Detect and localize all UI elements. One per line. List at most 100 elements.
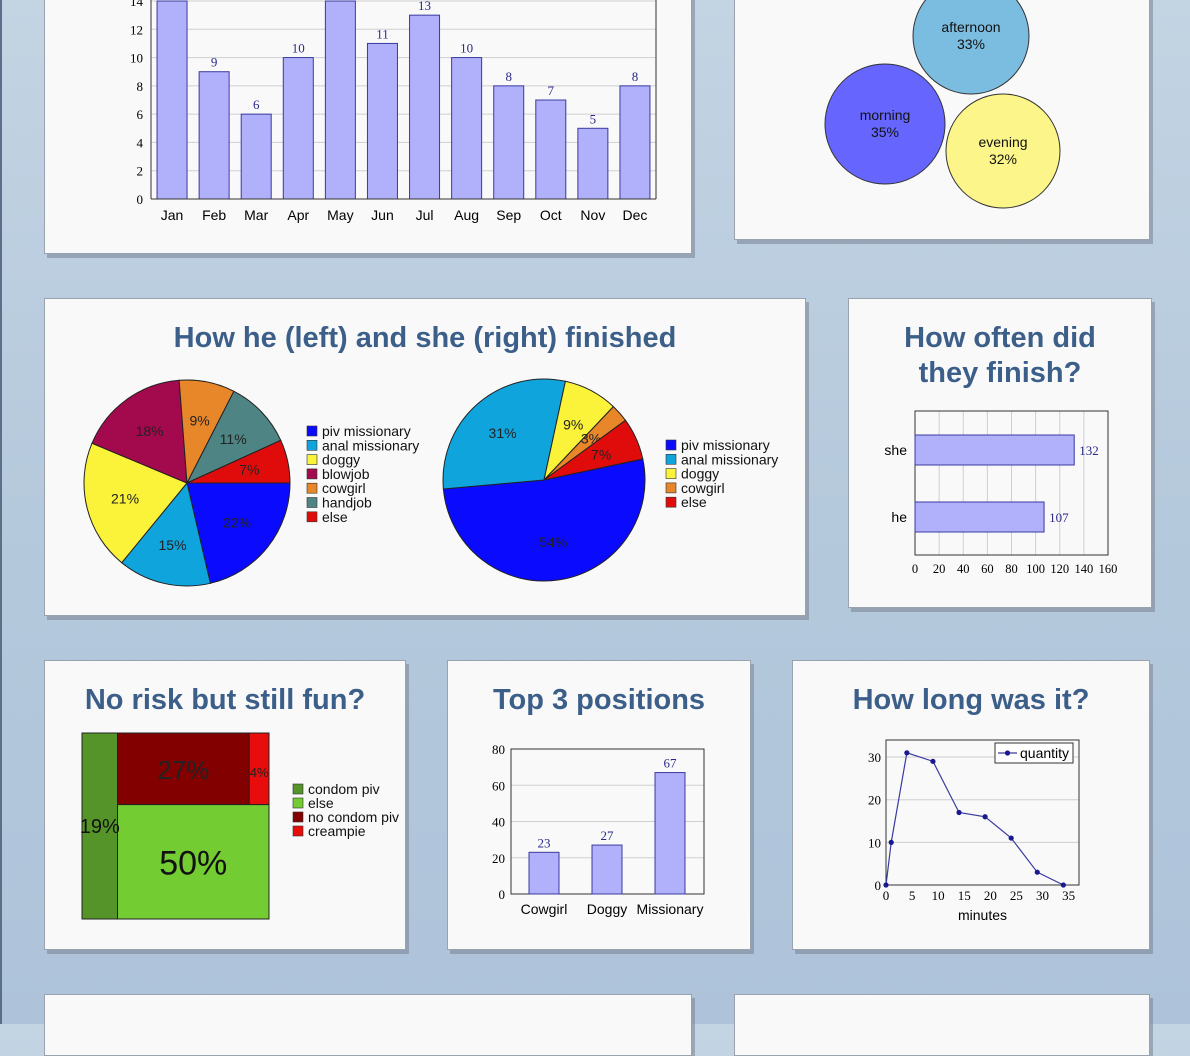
data-point <box>930 758 936 764</box>
pie-slice <box>442 458 646 582</box>
legend-label: anal missionary <box>322 437 419 453</box>
bar-value-label: 6 <box>253 97 260 112</box>
legend-swatch <box>292 797 304 809</box>
x-tick-label: Jun <box>371 207 394 223</box>
legend-swatch <box>292 811 304 823</box>
x-tick-label: 25 <box>1010 888 1023 903</box>
x-tick-label: 80 <box>1005 562 1018 576</box>
bar <box>619 85 651 200</box>
x-tick-label: 140 <box>1075 562 1094 576</box>
x-tick-label: Feb <box>202 207 226 223</box>
bar-value-label: 8 <box>632 69 639 84</box>
bubble-value: 33% <box>957 36 985 52</box>
pie-slice-label: 31% <box>489 425 517 441</box>
bar <box>535 99 567 200</box>
daytime-bubble-card: afternoon 33% morning 35% evening 32% <box>734 0 1150 240</box>
legend-label: quantity <box>1020 745 1069 761</box>
pie-slice-label: 15% <box>159 537 187 553</box>
bar-value-label: 8 <box>505 69 512 84</box>
bar-value-label: 5 <box>590 111 597 126</box>
bar-value-label: 132 <box>1079 443 1099 458</box>
how-often-title-line2: they finish? <box>918 357 1082 389</box>
no-risk-title: No risk but still fun? <box>84 684 366 716</box>
legend-swatch <box>306 454 318 465</box>
bubble-label: morning <box>860 107 911 123</box>
bar-Missionary <box>654 772 686 895</box>
pie-slice-label: 7% <box>591 446 611 462</box>
pie-slice <box>186 439 291 484</box>
y-tick-label: 60 <box>492 778 505 793</box>
x-tick-label: Missionary <box>637 901 704 917</box>
tile-else <box>117 804 270 920</box>
legend-marker <box>1004 750 1011 756</box>
bar-value-label: 23 <box>538 835 551 850</box>
how-often-card: How often did they finish? 0 20 40 60 80 100 1… <box>848 298 1152 608</box>
top3-bar-chart: 0 20 40 60 80 23 Cowgirl 27 Doggy 67 Missionary <box>492 742 705 917</box>
x-tick-label: Cowgirl <box>521 901 568 917</box>
tile-condom piv <box>81 732 119 920</box>
bubble-value: 35% <box>871 124 899 140</box>
bar <box>324 0 356 200</box>
bar-value-label: 7 <box>548 83 555 98</box>
bar <box>282 57 314 200</box>
bar <box>493 85 525 200</box>
how-often-title: How often did they finish? <box>849 321 1151 391</box>
y-tick-label: 4 <box>137 135 144 150</box>
bottom-right-card <box>734 994 1150 1056</box>
legend-label: condom piv <box>308 781 380 797</box>
pie-slice-label: 18% <box>136 423 164 439</box>
legend-label: creampie <box>308 823 366 839</box>
y-tick-label: 20 <box>868 793 881 808</box>
bubble-value: 32% <box>989 151 1017 167</box>
y-tick-label: 0 <box>137 192 144 207</box>
tile-label: 19% <box>80 816 120 838</box>
bar-value-label: 13 <box>418 0 431 13</box>
legend-swatch <box>306 482 318 494</box>
pie-slice <box>83 442 188 564</box>
y-tick-label: 14 <box>130 0 144 9</box>
tile-label: 27% <box>157 755 209 785</box>
x-tick-label: Oct <box>540 207 562 223</box>
x-tick-label: Apr <box>287 207 309 223</box>
x-tick-label: 10 <box>932 888 945 903</box>
bar-value-label: 10 <box>292 41 305 56</box>
bar <box>240 113 272 200</box>
legend-label: no condom piv <box>308 809 399 825</box>
legend-label: piv missionary <box>322 423 411 439</box>
bar-value-label: 107 <box>1049 510 1069 525</box>
bar-Doggy <box>591 844 623 895</box>
bar-value-label: 9 <box>211 55 218 70</box>
bar <box>198 71 230 200</box>
x-tick-label: Mar <box>244 207 268 223</box>
series-line <box>885 752 1064 886</box>
legend-swatch <box>665 482 677 494</box>
y-tick-label: 0 <box>499 887 506 902</box>
x-tick-label: 0 <box>912 562 918 576</box>
bar-Cowgirl <box>528 851 560 895</box>
data-point <box>1008 835 1014 841</box>
data-point <box>883 882 889 888</box>
plot-frame <box>914 410 1109 556</box>
how-often-title-line1: How often did <box>904 322 1096 354</box>
data-point <box>904 750 910 756</box>
bubble-morning <box>824 63 946 185</box>
tile-label: 50% <box>159 845 227 883</box>
bar <box>409 14 441 200</box>
tile-no condom piv <box>117 732 250 806</box>
bar-he <box>914 501 1045 533</box>
legend-swatch <box>665 439 677 451</box>
pie-slice-label: 7% <box>239 461 259 477</box>
y-tick-label: 10 <box>130 51 143 66</box>
x-tick-label: 20 <box>984 888 997 903</box>
y-tick-label: 40 <box>492 815 505 830</box>
legend-swatch <box>306 497 318 508</box>
x-tick-label: 100 <box>1026 562 1045 576</box>
data-point <box>1060 882 1066 888</box>
legend-box <box>994 742 1074 764</box>
tile-label: 4% <box>250 765 269 780</box>
y-tick-label: 12 <box>130 22 143 37</box>
x-tick-label: Jul <box>416 207 434 223</box>
x-tick-label: Doggy <box>587 901 627 917</box>
